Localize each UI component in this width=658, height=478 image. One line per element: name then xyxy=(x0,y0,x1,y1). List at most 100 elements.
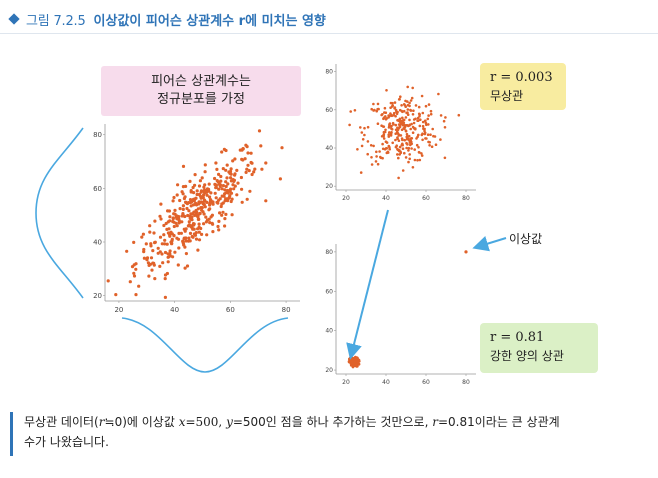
bottom-r-description: 강한 양의 상관 xyxy=(490,349,564,363)
top-right-data-point xyxy=(407,134,411,138)
main-data-point xyxy=(186,213,190,218)
main-data-point xyxy=(245,167,249,171)
main-data-point xyxy=(194,237,199,241)
top-right-data-point xyxy=(423,119,427,123)
bottom-right-x-tick-label: 60 xyxy=(422,379,430,386)
top-right-data-point xyxy=(384,115,387,118)
main-data-point xyxy=(203,170,207,174)
top-right-data-point xyxy=(400,128,404,132)
top-right-data-point xyxy=(434,143,438,146)
top-right-data-point xyxy=(406,143,409,146)
top-right-data-point xyxy=(413,148,417,151)
header-divider xyxy=(0,33,658,34)
main-data-point xyxy=(159,202,163,206)
main-data-point xyxy=(224,148,228,153)
top-right-data-point xyxy=(375,109,379,113)
main-data-point xyxy=(188,231,193,235)
top-right-data-point xyxy=(396,148,400,152)
main-data-point xyxy=(215,167,219,171)
main-data-point xyxy=(165,227,169,231)
top-right-data-point xyxy=(370,156,373,159)
top-right-data-point xyxy=(425,123,428,127)
top-right-data-point xyxy=(387,135,391,138)
main-data-point xyxy=(245,197,249,201)
top-right-y-tick-label: 40 xyxy=(325,145,333,152)
top-right-data-point xyxy=(384,111,388,114)
top-right-data-point xyxy=(375,155,378,158)
caption-accent-bar xyxy=(10,412,13,456)
main-data-point xyxy=(168,249,172,253)
main-data-point xyxy=(148,224,152,228)
main-data-point xyxy=(244,143,248,147)
top-right-data-point xyxy=(419,118,422,121)
main-data-point xyxy=(187,201,191,205)
main-data-point xyxy=(221,210,225,214)
main-data-point xyxy=(145,256,150,260)
top-right-data-point xyxy=(414,127,417,130)
top-right-data-point xyxy=(411,125,415,129)
top-right-data-point xyxy=(360,144,364,148)
main-data-point xyxy=(208,221,212,225)
top-right-data-point xyxy=(429,109,433,113)
no-correlation-box: r = 0.003 무상관 xyxy=(480,63,566,110)
main-data-point xyxy=(252,170,256,174)
main-data-point xyxy=(196,248,200,252)
bottom-right-y-tick-label: 40 xyxy=(325,328,333,335)
top-right-data-point xyxy=(400,137,404,140)
main-data-point xyxy=(250,161,254,165)
main-data-point xyxy=(202,190,206,194)
main-data-point xyxy=(106,279,110,283)
figure-caption: 무상관 데이터(r≒0)에 이상값 x=500, y=500인 점을 하나 추가… xyxy=(24,412,644,452)
main-data-point xyxy=(156,246,160,250)
top-right-data-point xyxy=(385,89,388,92)
main-data-point xyxy=(189,190,193,194)
main-data-point xyxy=(163,277,167,281)
top-right-data-point xyxy=(439,114,443,117)
top-right-data-point xyxy=(402,118,406,122)
main-data-point xyxy=(210,221,214,225)
strong-correlation-box: r = 0.81 강한 양의 상관 xyxy=(480,323,598,373)
main-y-tick-label: 80 xyxy=(93,131,102,139)
main-data-point xyxy=(187,220,191,224)
main-data-point xyxy=(218,184,222,188)
top-right-data-point xyxy=(401,143,405,147)
main-data-point xyxy=(180,190,184,194)
top-right-x-tick-label: 40 xyxy=(382,195,390,202)
top-right-data-point xyxy=(372,109,375,112)
top-right-data-point xyxy=(380,113,383,117)
main-data-point xyxy=(202,222,206,226)
main-data-point xyxy=(197,230,201,234)
main-data-point xyxy=(164,221,168,226)
top-right-data-point xyxy=(388,122,392,125)
main-data-point xyxy=(173,208,177,212)
top-right-data-point xyxy=(370,107,374,111)
main-data-point xyxy=(227,195,231,199)
bottom-right-x-tick-label: 20 xyxy=(342,379,350,386)
bottom-right-x-tick-label: 40 xyxy=(382,379,390,386)
top-right-data-point xyxy=(443,156,447,160)
top-right-data-point xyxy=(427,114,430,117)
top-right-data-point xyxy=(385,141,389,144)
main-data-point xyxy=(134,267,138,271)
main-data-point xyxy=(205,187,210,191)
main-data-point xyxy=(244,170,248,174)
main-data-point xyxy=(146,261,150,265)
top-right-data-point xyxy=(382,134,385,138)
top-right-data-point xyxy=(418,124,422,128)
main-data-point xyxy=(165,242,169,246)
bottom-right-data-point xyxy=(355,363,358,366)
main-data-point xyxy=(158,235,163,239)
top-right-data-point xyxy=(412,121,416,125)
top-right-data-point xyxy=(413,158,417,162)
main-data-point xyxy=(240,157,244,161)
main-data-point xyxy=(184,200,188,204)
main-data-point xyxy=(199,206,203,210)
top-right-data-point xyxy=(433,135,437,138)
main-data-point xyxy=(225,176,229,180)
top-right-data-point xyxy=(390,105,394,108)
top-right-data-point xyxy=(366,140,370,143)
main-x-tick-label: 20 xyxy=(114,306,123,314)
main-data-point xyxy=(163,238,167,242)
main-data-point xyxy=(204,220,208,224)
top-right-data-point xyxy=(426,133,430,136)
